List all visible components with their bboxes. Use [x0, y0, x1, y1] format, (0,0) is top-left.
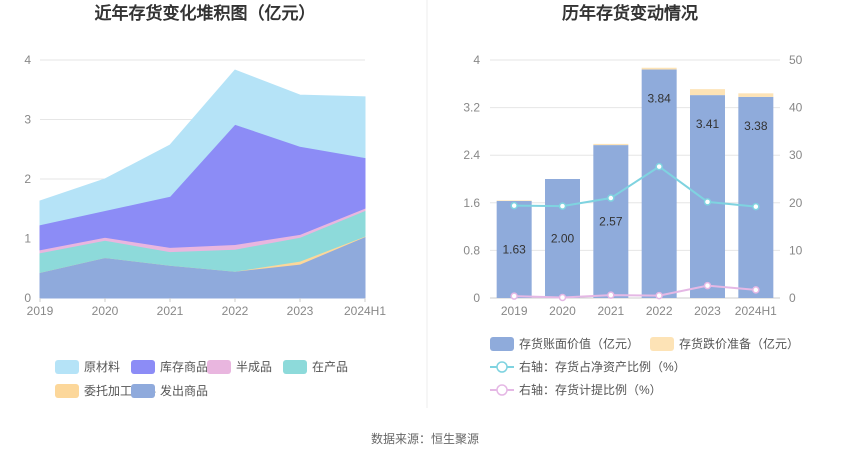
- line-point: [703, 198, 712, 206]
- left-area-series: [39, 69, 366, 299]
- right-y-tick: 0.8: [463, 243, 480, 257]
- right-y-tick: 4: [473, 53, 480, 67]
- bar-book-value: [496, 201, 532, 298]
- legend-label: 右轴：存货计提比例（%）: [519, 382, 662, 397]
- right-x-tick: 2020: [549, 304, 576, 318]
- bar-book-value: [641, 69, 677, 299]
- line-series-0: [514, 165, 756, 208]
- left-x-tick: 2024H1: [344, 304, 386, 318]
- left-x-tick: 2023: [287, 304, 314, 318]
- legend-swatch: [55, 384, 79, 398]
- legend-label: 发出商品: [160, 383, 208, 398]
- legend-marker: [496, 361, 508, 373]
- bar-impairment: [738, 93, 774, 97]
- line-series-1: [514, 284, 756, 299]
- bar-impairment: [641, 67, 677, 70]
- line-point: [558, 202, 567, 210]
- right-y-tick: 1.6: [463, 196, 480, 210]
- right-x-tick: 2021: [597, 304, 624, 318]
- left-x-tick: 2019: [27, 304, 54, 318]
- right-y2-tick: 0: [789, 291, 796, 305]
- right-y2-tick: 40: [789, 101, 803, 115]
- right-x-tick: 2019: [501, 304, 528, 318]
- line-point: [655, 162, 663, 171]
- bar-book-value: [738, 96, 774, 298]
- line-point: [558, 293, 567, 302]
- line-point: [655, 291, 663, 300]
- bar-data-label: 3.38: [744, 119, 768, 133]
- bar-data-label: 3.84: [647, 92, 671, 106]
- line-point: [510, 201, 518, 210]
- bar-data-label: 1.63: [502, 243, 526, 257]
- right-y-tick: 2.4: [463, 148, 480, 162]
- right-line-series: [510, 162, 760, 302]
- bar-impairment: [496, 200, 532, 202]
- bar-line-chart: 历年存货变动情况 1.63 2.00 2.57 3.84 3.41 3.38 0 0.8 1.…: [463, 3, 802, 397]
- right-left-y-tick-labels: 0 0.8 1.6 2.4 3.2 4: [463, 53, 480, 305]
- right-legend: 存货账面价值（亿元） 存货跌价准备（亿元） 右轴：存货占净资产比例（%） 右轴：存货计…: [490, 336, 799, 397]
- right-grid: [490, 59, 780, 299]
- left-x-tick-labels: 2019 2020 2021 2022 2023 2024H1: [27, 298, 386, 318]
- left-y-tick: 3: [24, 113, 31, 127]
- left-y-tick: 1: [24, 232, 31, 246]
- left-x-tick: 2022: [222, 304, 249, 318]
- left-chart-title: 近年存货变化堆积图（亿元）: [95, 3, 316, 23]
- right-x-tick-labels: 2019 2020 2021 2022 2023 2024H1: [501, 304, 777, 318]
- legend-swatch: [490, 337, 514, 351]
- bar-data-label: 2.57: [599, 215, 623, 229]
- right-y-tick: 3.2: [463, 101, 480, 115]
- stacked-area-chart: 近年存货变化堆积图（亿元） 0 1 2 3 4 2019 2020 2021 2022 2023…: [24, 3, 386, 398]
- right-x-tick: 2023: [694, 304, 721, 318]
- line-point: [607, 194, 615, 202]
- left-y-tick: 0: [24, 291, 31, 305]
- right-right-y-tick-labels: 0 10 20 30 40 50: [789, 53, 803, 305]
- legend-swatch: [131, 360, 155, 374]
- bar-impairment: [593, 143, 629, 146]
- legend-marker: [496, 384, 508, 396]
- right-data-labels: 1.63 2.00 2.57 3.84 3.41 3.38: [502, 92, 768, 257]
- right-y2-tick: 20: [789, 196, 803, 210]
- right-x-tick: 2022: [646, 304, 673, 318]
- bar-impairment: [690, 89, 725, 96]
- right-y-tick: 0: [473, 291, 480, 305]
- line-point: [752, 286, 760, 294]
- legend-label: 半成品: [236, 360, 272, 374]
- legend-label: 存货跌价准备（亿元）: [679, 336, 799, 351]
- line-point: [752, 202, 760, 211]
- legend-label: 右轴：存货占净资产比例（%）: [519, 359, 686, 374]
- legend-swatch: [283, 360, 307, 374]
- legend-swatch: [650, 337, 674, 351]
- bar-data-label: 3.41: [696, 117, 720, 131]
- legend-label: 在产品: [312, 360, 348, 374]
- left-y-tick-labels: 0 1 2 3 4: [24, 53, 31, 305]
- legend-swatch: [207, 360, 231, 374]
- bar-book-value: [545, 179, 580, 298]
- right-x-tick: 2024H1: [735, 304, 777, 318]
- bar-book-value: [690, 95, 725, 298]
- line-point: [510, 292, 518, 300]
- right-chart-title: 历年存货变动情况: [562, 3, 698, 23]
- left-x-tick: 2020: [92, 304, 119, 318]
- right-y2-tick: 50: [789, 53, 803, 67]
- legend-swatch: [55, 360, 79, 374]
- bar-data-label: 2.00: [551, 232, 575, 246]
- legend-label: 原材料: [84, 360, 120, 374]
- line-point: [607, 291, 615, 299]
- area-series-5: [39, 69, 366, 226]
- left-y-tick: 2: [24, 172, 31, 186]
- right-y2-tick: 10: [789, 243, 803, 257]
- legend-swatch: [131, 384, 155, 398]
- right-bar-series: [496, 67, 774, 299]
- bar-book-value: [593, 145, 629, 298]
- line-point: [703, 281, 712, 290]
- left-y-tick: 4: [24, 53, 31, 67]
- legend-label: 存货账面价值（亿元）: [519, 336, 639, 351]
- right-y2-tick: 30: [789, 148, 803, 162]
- source-text: 数据来源：恒生聚源: [371, 431, 479, 446]
- legend-label: 库存商品: [160, 359, 208, 374]
- left-x-tick: 2021: [157, 304, 184, 318]
